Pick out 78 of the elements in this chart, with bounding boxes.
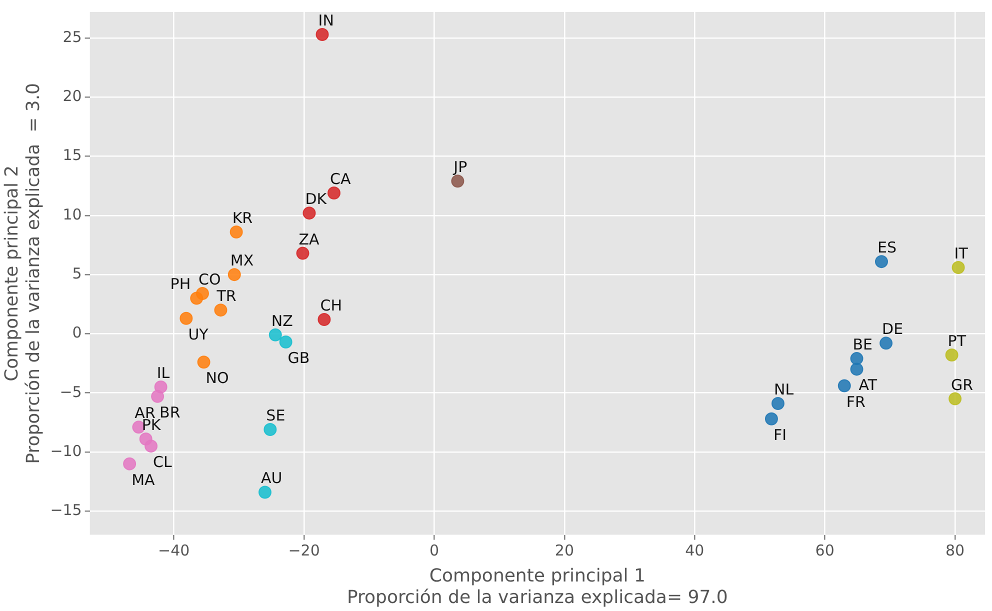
data-label: PT <box>948 332 967 350</box>
point <box>279 336 292 349</box>
point <box>180 312 193 325</box>
y-tick-label: 0 <box>72 324 82 342</box>
point <box>197 356 210 369</box>
data-label: KR <box>232 209 253 227</box>
point <box>948 392 962 406</box>
point <box>190 292 204 305</box>
y-tick-label: −10 <box>50 442 82 460</box>
point <box>850 352 864 366</box>
x-tick-label: −20 <box>288 542 320 560</box>
point <box>945 348 958 362</box>
point <box>296 246 310 260</box>
point <box>144 440 158 453</box>
data-label: MA <box>132 470 156 489</box>
data-label: CA <box>330 170 352 188</box>
x-tick-label: 60 <box>815 542 834 560</box>
data-label: SE <box>266 406 286 425</box>
data-label: IL <box>156 364 170 382</box>
data-label: NZ <box>271 312 293 330</box>
data-label: GB <box>288 349 310 368</box>
y-tick-label: 15 <box>62 146 82 164</box>
point <box>230 226 243 238</box>
data-label: PH <box>170 275 191 294</box>
point <box>318 313 331 326</box>
y-tick-label: 25 <box>62 28 82 46</box>
x-tick-label: 40 <box>685 542 704 560</box>
point <box>151 390 164 403</box>
x-tick-label: 80 <box>946 542 965 560</box>
y-axis-title: Componente principal 2 Proporción de la varianza explicada = 3.0 <box>1 82 44 464</box>
y-tick-label: 20 <box>62 87 82 106</box>
point <box>302 206 316 220</box>
y-tick-label: 10 <box>62 205 82 224</box>
y-tick-label: −15 <box>50 501 82 520</box>
x-tick-label: 20 <box>554 542 574 560</box>
data-label: NL <box>774 380 794 399</box>
point <box>874 255 888 268</box>
point <box>771 397 784 410</box>
point <box>327 186 340 200</box>
data-label: DE <box>882 320 904 338</box>
point <box>123 457 136 470</box>
data-label: CL <box>153 453 173 472</box>
data-label: TR <box>216 287 236 306</box>
data-label: CO <box>198 270 221 289</box>
point <box>268 328 282 342</box>
data-label: NO <box>206 369 229 388</box>
point <box>258 486 272 499</box>
data-label: DK <box>305 190 328 208</box>
data-label: CH <box>320 296 342 315</box>
point <box>228 268 241 282</box>
point <box>850 362 864 376</box>
y-tick-label: 5 <box>72 264 82 282</box>
x-axis-title: Componente principal 1 Proporción de la varianza explicada= 97.0 <box>347 565 728 608</box>
point <box>838 379 851 392</box>
point <box>316 28 329 41</box>
data-label: FR <box>846 392 866 411</box>
data-label: UY <box>188 325 210 344</box>
data-label: MX <box>230 252 254 270</box>
x-tick-label: −40 <box>158 542 190 560</box>
data-label: BE <box>852 336 873 354</box>
data-label: IT <box>954 244 969 262</box>
data-label: IN <box>318 11 334 30</box>
data-label: BR <box>160 403 180 422</box>
x-tick-label: 0 <box>429 542 440 560</box>
point <box>952 260 965 274</box>
data-label: ES <box>877 238 896 257</box>
point <box>451 174 464 188</box>
data-label: JP <box>452 158 468 176</box>
data-label: FI <box>773 426 787 444</box>
point <box>880 336 893 350</box>
data-label: GR <box>951 376 974 394</box>
point <box>214 304 228 317</box>
point <box>264 423 277 436</box>
y-tick-label: −5 <box>60 382 82 401</box>
data-label: ZA <box>298 230 320 248</box>
data-label: AT <box>858 376 878 394</box>
data-label: AU <box>260 469 282 488</box>
point <box>764 412 778 426</box>
